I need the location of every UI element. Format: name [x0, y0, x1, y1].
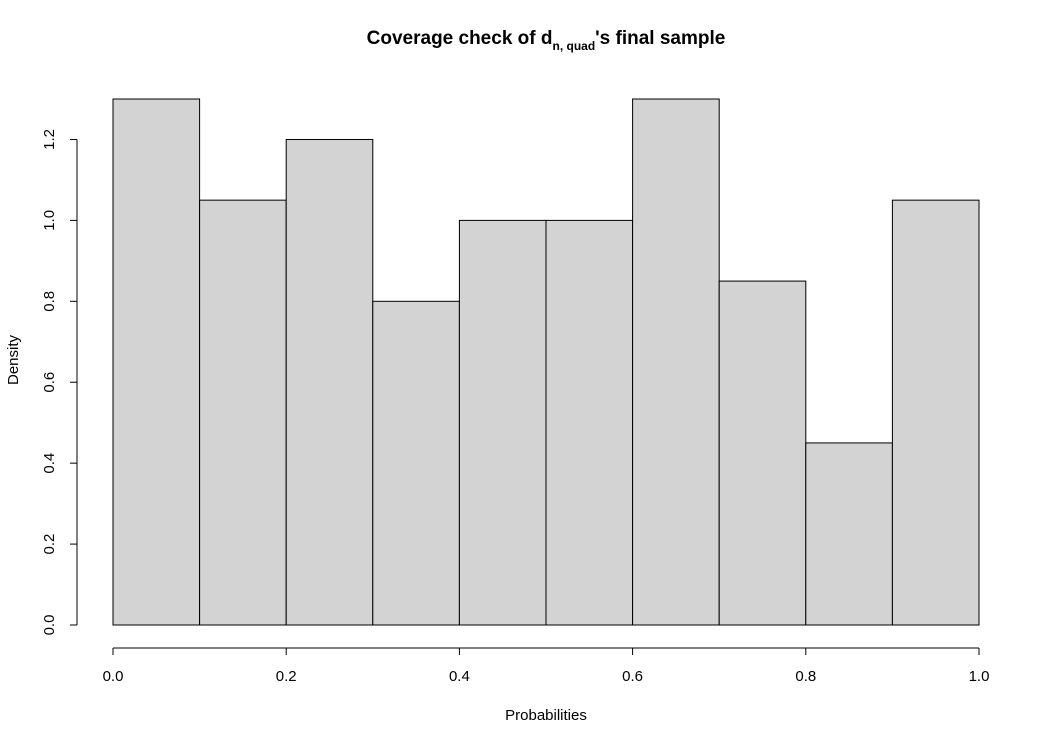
y-tick-label-6: 1.2 [41, 129, 58, 150]
x-tick-label-5: 1.0 [969, 668, 990, 685]
y-tick-label-3: 0.6 [41, 372, 58, 393]
x-axis: 0.0 0.2 0.4 0.6 0.8 1.0 [103, 647, 990, 685]
x-tick-label-0: 0.0 [103, 668, 124, 685]
histogram-bar-7 [718, 280, 807, 626]
chart-title: Coverage check of dn, quad's final sampl… [367, 28, 726, 53]
histogram-bar-2 [285, 138, 374, 626]
histogram-bar-1 [199, 199, 287, 626]
y-tick-label-5: 1.0 [41, 210, 58, 231]
y-tick-label-4: 0.8 [41, 291, 58, 312]
chart-title-main: Coverage check of d [367, 28, 553, 49]
y-tick-label-0: 0.0 [41, 615, 58, 636]
histogram-bar-5 [545, 219, 634, 626]
histogram-bar-6 [632, 98, 720, 626]
chart-title-suffix: 's final sample [595, 28, 725, 49]
x-axis-label: Probabilities [505, 707, 587, 724]
bars-group [112, 98, 980, 626]
x-tick-label-4: 0.8 [795, 668, 816, 685]
chart-title-subscript: n, quad [552, 39, 595, 53]
x-tick-label-2: 0.4 [449, 668, 470, 685]
y-tick-label-2: 0.4 [41, 453, 58, 474]
x-tick-label-3: 0.6 [622, 668, 643, 685]
y-axis: 0.0 0.2 0.4 0.6 0.8 1.0 1.2 [41, 129, 78, 636]
histogram-bar-8 [805, 442, 893, 626]
histogram-bar-9 [891, 199, 980, 626]
x-tick-label-1: 0.2 [276, 668, 297, 685]
y-tick-label-1: 0.2 [41, 534, 58, 555]
histogram-bar-3 [372, 300, 460, 626]
histogram-bar-4 [458, 219, 547, 626]
histogram-bar-0 [112, 98, 201, 626]
y-axis-label: Density [5, 334, 22, 385]
